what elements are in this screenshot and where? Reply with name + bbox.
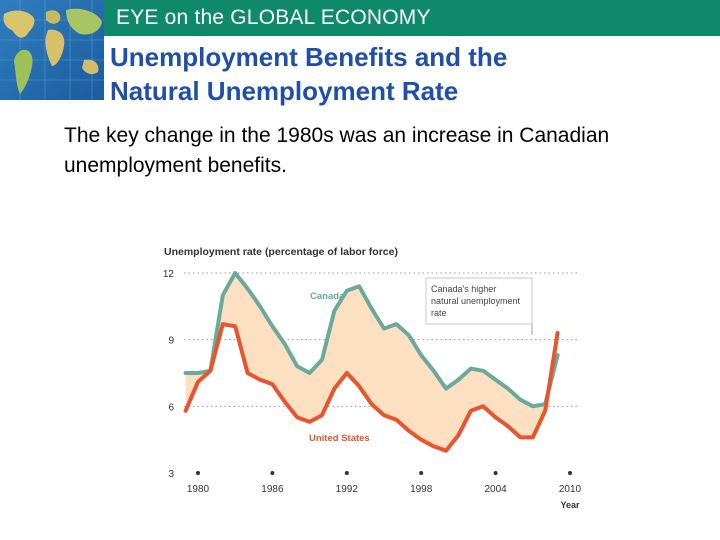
y-tick-labels: 3 6 9 12 <box>163 269 175 480</box>
x-tick-dot-2010 <box>568 471 572 475</box>
body-text: The key change in the 1980s was an incre… <box>64 124 610 177</box>
slide-title-line-2: Natural Unemployment Rate <box>110 76 459 106</box>
x-tick-dot-1980 <box>196 471 200 475</box>
slide-title: Unemployment Benefits and the Natural Un… <box>110 40 700 108</box>
annotation-line-3: rate <box>431 308 447 318</box>
chart-title: Unemployment rate (percentage of labor f… <box>164 246 398 258</box>
y-tick-label-6: 6 <box>168 402 174 413</box>
chart-svg: Unemployment rate (percentage of labor f… <box>163 246 582 510</box>
x-tick-label-2004: 2004 <box>484 484 507 495</box>
y-tick-label-12: 12 <box>163 269 175 280</box>
x-tick-dot-2004 <box>493 471 498 475</box>
canada-series-label: Canada <box>310 291 345 302</box>
x-tick-dot-1998 <box>419 471 424 475</box>
united-states-series-label: United States <box>309 433 370 444</box>
unemployment-chart: Unemployment rate (percentage of labor f… <box>158 236 590 516</box>
y-tick-label-9: 9 <box>168 336 174 347</box>
x-tick-label-1980: 1980 <box>187 484 210 495</box>
x-tick-layer: 1980 1986 1992 1998 2004 2010 <box>187 471 582 495</box>
x-tick-dot-1992 <box>344 471 349 475</box>
canada-series-line <box>183 271 560 409</box>
slide-title-line-1: Unemployment Benefits and the <box>110 42 508 72</box>
x-axis-label: Year <box>560 500 580 510</box>
header-bar <box>0 0 720 36</box>
world-map-icon <box>0 0 104 100</box>
annotation-callout: Canada's higher natural unemployment rat… <box>425 277 533 335</box>
x-tick-label-2010: 2010 <box>559 484 582 495</box>
x-tick-label-1992: 1992 <box>336 484 359 495</box>
canada-us-gap-area <box>185 273 558 451</box>
x-tick-label-1998: 1998 <box>410 484 433 495</box>
section-label: EYE on the GLOBAL ECONOMY <box>116 6 431 29</box>
y-tick-label-3: 3 <box>168 469 174 480</box>
united-states-series-line <box>183 322 560 453</box>
annotation-line-2: natural unemployment <box>431 296 521 306</box>
x-tick-dot-1986 <box>270 471 275 475</box>
annotation-box <box>425 277 533 325</box>
x-tick-label-1986: 1986 <box>261 484 284 495</box>
annotation-line-1: Canada's higher <box>431 284 496 294</box>
